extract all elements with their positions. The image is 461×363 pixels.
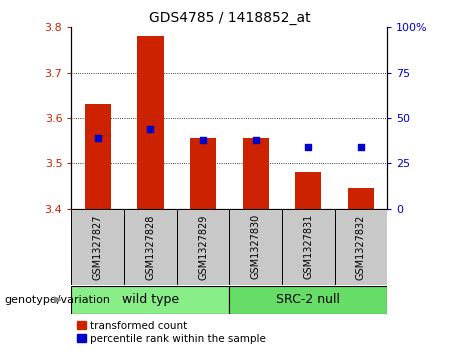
Bar	[177, 209, 229, 285]
Text: GSM1327830: GSM1327830	[251, 214, 260, 280]
Bar	[229, 209, 282, 285]
Legend: transformed count, percentile rank within the sample: transformed count, percentile rank withi…	[77, 321, 266, 344]
Bar	[282, 209, 335, 285]
Text: GSM1327828: GSM1327828	[145, 214, 155, 280]
Text: genotype/variation: genotype/variation	[5, 295, 111, 305]
Text: wild type: wild type	[122, 293, 179, 306]
Point	[94, 135, 101, 141]
Title: GDS4785 / 1418852_at: GDS4785 / 1418852_at	[148, 11, 310, 25]
Point	[199, 137, 207, 143]
Bar	[295, 172, 321, 209]
Text: GSM1327831: GSM1327831	[303, 214, 313, 280]
Bar	[190, 138, 216, 209]
Point	[252, 137, 260, 143]
Bar	[124, 209, 177, 285]
Bar	[137, 36, 164, 209]
Point	[305, 144, 312, 150]
Text: GSM1327827: GSM1327827	[93, 214, 103, 280]
Point	[357, 144, 365, 150]
Text: SRC-2 null: SRC-2 null	[276, 293, 340, 306]
Bar	[85, 104, 111, 209]
Text: GSM1327832: GSM1327832	[356, 214, 366, 280]
Text: GSM1327829: GSM1327829	[198, 214, 208, 280]
Point	[147, 126, 154, 132]
Bar	[71, 286, 230, 314]
Bar	[335, 209, 387, 285]
Bar	[229, 286, 387, 314]
Bar	[348, 188, 374, 209]
Bar	[242, 138, 269, 209]
Bar	[71, 209, 124, 285]
